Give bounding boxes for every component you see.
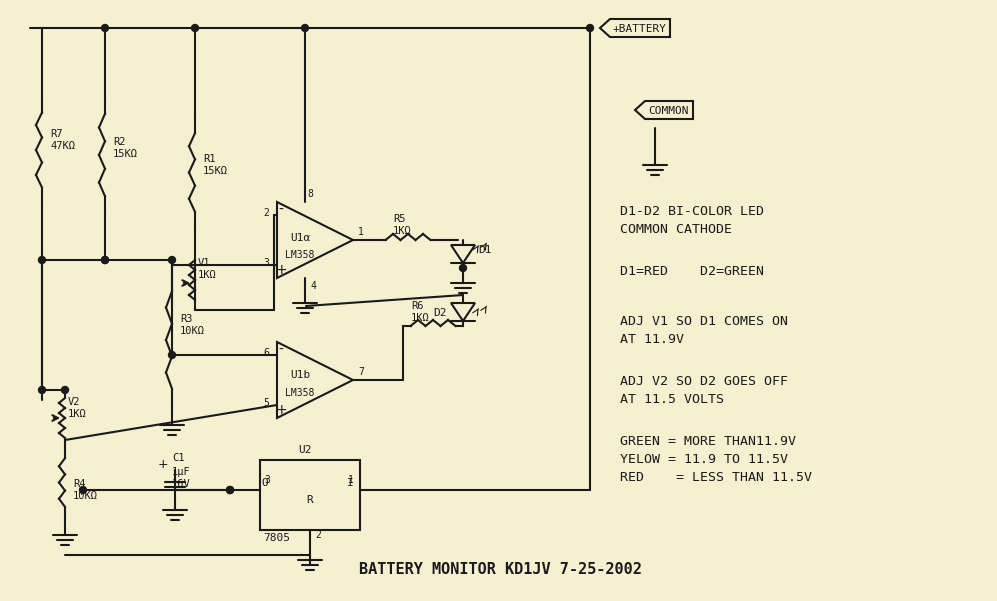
Text: R1
15KΩ: R1 15KΩ — [203, 154, 228, 176]
Text: ADJ V2 SO D2 GOES OFF
AT 11.5 VOLTS: ADJ V2 SO D2 GOES OFF AT 11.5 VOLTS — [620, 375, 788, 406]
Text: 8: 8 — [307, 189, 313, 199]
Text: U1b: U1b — [290, 370, 310, 380]
Text: 1: 1 — [358, 227, 364, 237]
Text: R5
1KΩ: R5 1KΩ — [393, 214, 412, 236]
Circle shape — [39, 257, 46, 263]
Circle shape — [191, 25, 198, 31]
Text: D1=RED    D2=GREEN: D1=RED D2=GREEN — [620, 265, 764, 278]
Text: C1: C1 — [172, 453, 184, 463]
Text: R6
1KΩ: R6 1KΩ — [411, 301, 430, 323]
Circle shape — [226, 486, 233, 493]
Text: 7805: 7805 — [263, 533, 290, 543]
Circle shape — [168, 257, 175, 263]
Text: 5: 5 — [263, 398, 269, 408]
Text: 3: 3 — [263, 258, 269, 268]
Text: GREEN = MORE THAN11.9V
YELOW = 11.9 TO 11.5V
RED    = LESS THAN 11.5V: GREEN = MORE THAN11.9V YELOW = 11.9 TO 1… — [620, 435, 812, 484]
Circle shape — [168, 352, 175, 359]
Circle shape — [586, 25, 593, 31]
Text: 1: 1 — [348, 475, 354, 485]
Text: -: - — [278, 203, 283, 217]
Text: 4: 4 — [310, 281, 316, 291]
Circle shape — [226, 486, 233, 493]
Circle shape — [301, 25, 308, 31]
Text: BATTERY MONITOR KD1JV 7-25-2002: BATTERY MONITOR KD1JV 7-25-2002 — [359, 563, 641, 578]
Text: I: I — [347, 478, 353, 488]
Circle shape — [102, 25, 109, 31]
Text: ADJ V1 SO D1 COMES ON
AT 11.9V: ADJ V1 SO D1 COMES ON AT 11.9V — [620, 315, 788, 346]
Text: +: + — [275, 403, 287, 417]
Text: +: + — [275, 263, 287, 277]
Text: 3: 3 — [264, 475, 270, 485]
Text: U1α: U1α — [290, 233, 310, 243]
Text: 2: 2 — [315, 530, 321, 540]
Text: R2
15KΩ: R2 15KΩ — [113, 137, 138, 159]
Text: D2: D2 — [433, 308, 447, 318]
Circle shape — [102, 257, 109, 263]
Text: D1-D2 BI-COLOR LED
COMMON CATHODE: D1-D2 BI-COLOR LED COMMON CATHODE — [620, 205, 764, 236]
Text: 7: 7 — [358, 367, 364, 377]
Text: R4
10KΩ: R4 10KΩ — [73, 479, 98, 501]
Text: R: R — [307, 495, 313, 505]
Text: 16V: 16V — [172, 479, 190, 489]
Text: 2: 2 — [263, 208, 269, 218]
Text: 6: 6 — [263, 348, 269, 358]
Circle shape — [80, 486, 87, 493]
Text: LM358: LM358 — [285, 388, 315, 398]
Text: 1μF: 1μF — [172, 467, 190, 477]
Text: D1: D1 — [478, 245, 492, 255]
Text: R7
47KΩ: R7 47KΩ — [50, 129, 75, 151]
Text: +BATTERY: +BATTERY — [613, 24, 667, 34]
Text: V2
1KΩ: V2 1KΩ — [68, 397, 87, 419]
Text: O: O — [261, 478, 268, 488]
Text: V1
1KΩ: V1 1KΩ — [198, 258, 216, 280]
Text: +: + — [158, 459, 168, 472]
Text: COMMON: COMMON — [648, 106, 689, 116]
Circle shape — [460, 264, 467, 272]
Circle shape — [39, 386, 46, 394]
Text: LM358: LM358 — [285, 250, 315, 260]
Circle shape — [62, 386, 69, 394]
Text: U2: U2 — [298, 445, 312, 455]
Text: R3
10KΩ: R3 10KΩ — [180, 314, 205, 336]
Circle shape — [102, 257, 109, 263]
Text: -: - — [278, 343, 283, 357]
